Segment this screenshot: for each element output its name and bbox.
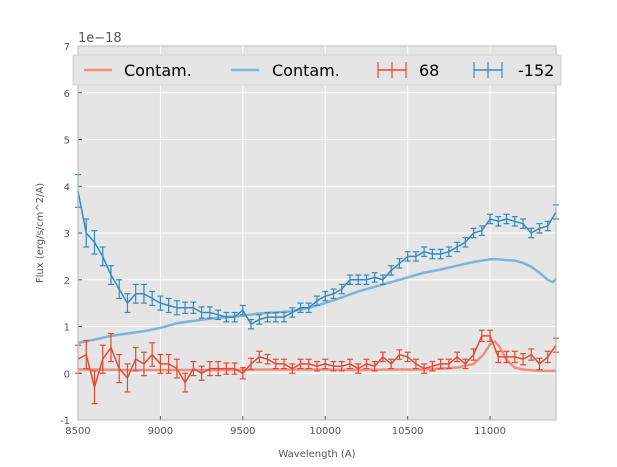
y-tick-label: 2 [64,276,70,287]
x-tick-label: 9000 [148,426,173,437]
errorbar-series--152 [75,173,559,330]
y-tick-label: 6 [64,89,70,100]
errorbar-series-68 [75,329,559,405]
y-tick-label: 7 [64,42,70,53]
x-tick-label: 11000 [474,426,506,437]
series-errorbars [75,173,559,405]
legend-label: -152 [518,61,554,80]
y-tick-label: 5 [64,136,70,147]
legend-label: Contam. [124,61,192,80]
axes: 8500 9000 9500 10000 10500 11000 -1 0 1 2 3 4 5 6 7 [60,42,557,437]
x-tick-label: 10000 [309,426,341,437]
y-tick-label: 3 [64,229,70,240]
y-offset-label: 1e−18 [78,31,122,46]
y-axis-label: Flux (erg/s/cm^2/A) [35,183,46,283]
legend: Contam. Contam. 68 -152 [72,54,562,86]
legend-label: Contam. [272,61,340,80]
x-tick-label: 8500 [65,426,90,437]
x-tick-label: 10500 [392,426,424,437]
x-axis-label: Wavelength (A) [278,449,355,460]
x-tick-label: 9500 [230,426,255,437]
y-tick-label: 4 [64,182,70,193]
y-tick-label: 1 [64,323,70,334]
axes-frame [77,45,557,421]
contam-line-1 [77,257,557,345]
y-tick-label: -1 [60,416,70,427]
y-tick-label: 0 [64,369,70,380]
legend-label: 68 [419,61,439,80]
